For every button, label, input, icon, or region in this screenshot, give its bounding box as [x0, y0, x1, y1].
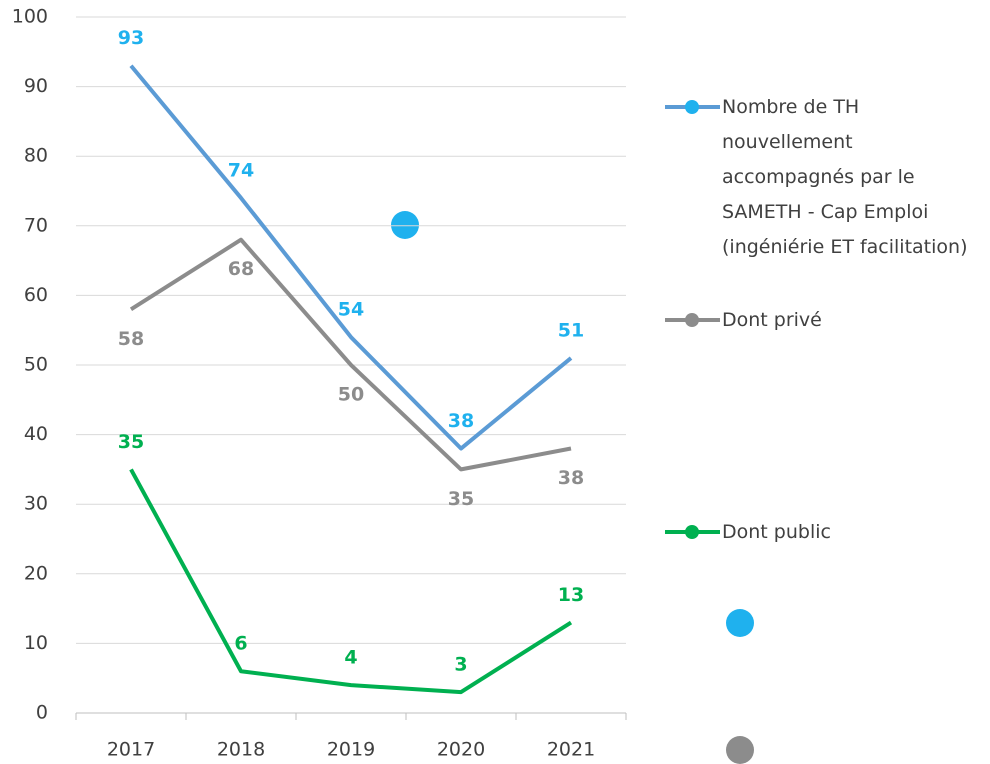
x-tick-label: 2020 [437, 739, 485, 761]
stray-marker [391, 211, 419, 239]
y-tick-label: 10 [24, 632, 48, 654]
x-tick-label: 2021 [547, 739, 595, 761]
data-label: 35 [448, 488, 474, 510]
data-label: 6 [234, 633, 247, 655]
y-tick-label: 70 [24, 214, 48, 236]
legend-label: Dont privé [722, 309, 822, 331]
data-label: 13 [558, 584, 584, 606]
data-label: 3 [454, 654, 467, 676]
series-line [129, 237, 572, 472]
data-label: 4 [344, 647, 357, 669]
data-label: 50 [338, 384, 364, 406]
data-label: 74 [228, 159, 254, 181]
y-tick-label: 40 [24, 423, 48, 445]
y-tick-label: 90 [24, 75, 48, 97]
data-label: 93 [118, 27, 144, 49]
y-tick-label: 30 [24, 493, 48, 515]
data-label: 68 [228, 258, 254, 280]
legend-marker [685, 313, 699, 327]
y-tick-label: 80 [24, 145, 48, 167]
y-tick-label: 50 [24, 354, 48, 376]
stray-marker [726, 609, 754, 637]
data-label: 35 [118, 431, 144, 453]
y-tick-label: 0 [36, 702, 48, 724]
data-label: 38 [448, 410, 474, 432]
series-line [129, 468, 573, 695]
data-label: 38 [558, 467, 584, 489]
y-tick-label: 100 [12, 6, 48, 28]
y-tick-label: 60 [24, 284, 48, 306]
series-line [129, 64, 573, 451]
data-label: 54 [338, 299, 364, 321]
legend-label: Dont public [722, 521, 831, 543]
x-tick-label: 2018 [217, 739, 265, 761]
data-label: 51 [558, 320, 584, 342]
stray-marker [726, 736, 754, 764]
x-tick-label: 2017 [107, 739, 155, 761]
legend-marker [685, 525, 699, 539]
y-tick-label: 20 [24, 562, 48, 584]
legend-marker [685, 100, 699, 114]
data-label: 58 [118, 328, 144, 350]
x-tick-label: 2019 [327, 739, 375, 761]
legend-label: Nombre de TH nouvellement accompagnés pa… [722, 96, 968, 258]
